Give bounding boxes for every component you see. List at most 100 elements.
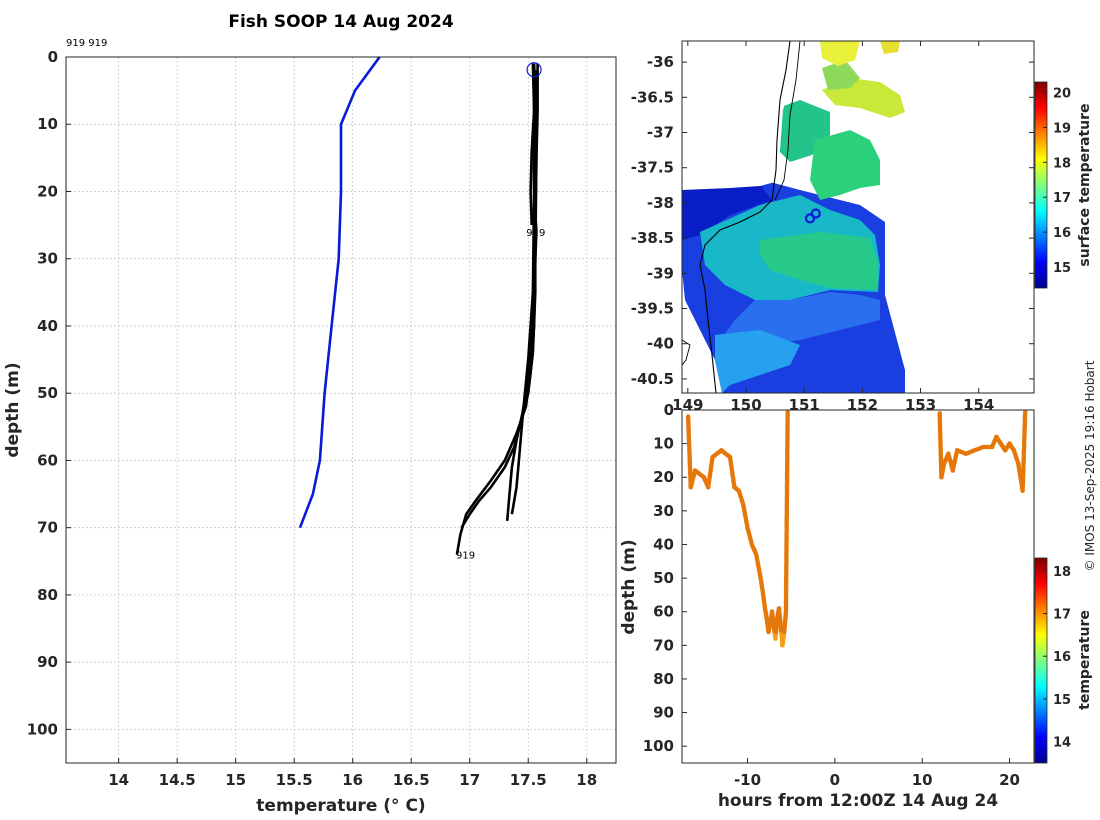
map-y-tick-label: -37.5 [631,159,674,177]
map-colorbar [1034,81,1048,289]
profile-x-axis: 14 14.5 15 15.5 16 16.5 17 17.5 18 [108,758,597,789]
sst-warmest [820,41,860,66]
timeseries-y-tick-label: 30 [653,502,674,520]
timeseries-y-axis: 0 10 20 30 40 50 60 70 80 90 100 [643,401,687,755]
map-y-tick-label: -36 [647,53,674,71]
chart-title: Fish SOOP 14 Aug 2024 [228,12,454,32]
map-markers [804,208,821,224]
profile-y-tick-label: 60 [37,451,58,469]
timeseries-colorbar-tick-label: 18 [1053,565,1071,580]
profile-station-label: 919 [456,551,475,562]
sst-map [682,41,1034,393]
map-x-tick-label: 149 [672,396,703,414]
map-x-tick-label: 154 [963,396,994,414]
profile-x-tick-label: 14.5 [159,771,196,789]
timeseries-point [785,410,790,415]
profile-y-tick-label: 70 [37,519,58,537]
profile-x-tick-label: 15.5 [276,771,313,789]
timeseries-y-tick-label: 10 [653,435,674,453]
profile-x-tick-label: 17 [459,771,480,789]
sst-north-patch-2 [810,130,880,200]
profile-annotations: 919 919 [456,228,545,562]
map-colorbar-tick-label: 15 [1053,261,1071,276]
timeseries-x-tick-label: -10 [734,771,761,789]
profile-y-axis: 0 10 20 30 40 50 60 70 80 90 100 [27,48,71,738]
top-station-label: 919 919 [66,38,107,49]
timeseries-y-tick-label: 0 [664,401,674,419]
land-mass [682,41,795,190]
profile-plot-area [298,57,542,555]
map-y-tick-label: -38.5 [631,229,674,247]
profile-y-tick-label: 50 [37,384,58,402]
timeseries-axes-frame [681,409,1035,764]
timeseries-colorbar-tick-label: 17 [1053,608,1071,623]
map-y-tick-label: -36.5 [631,88,674,106]
surface-marker [526,62,542,78]
profile-y-tick-label: 0 [48,48,58,66]
profile-y-tick-label: 20 [37,182,58,200]
sst-warmest-2 [880,41,900,54]
map-y-tick-label: -40 [647,335,674,353]
timeseries-x-axis: -10 0 10 20 [734,758,1020,789]
map-y-tick-label: -39.5 [631,300,674,318]
timeseries-colorbar-label: temperature [1077,610,1093,710]
timeseries-y-tick-label: 20 [653,468,674,486]
timeseries-y-label: depth (m) [619,539,639,634]
map-y-tick-label: -38 [647,194,674,212]
profile-x-tick-label: 16.5 [393,771,430,789]
map-colorbar-ticks: 20 19 18 17 16 15 [1043,86,1071,276]
sst-warm-north-2 [822,60,860,90]
map-colorbar-tick-label: 20 [1053,86,1071,101]
vessel-position-marker [810,208,821,219]
sst-light-patch [715,330,800,393]
profile-x-tick-label: 16 [342,771,363,789]
map-x-tick-label: 151 [789,396,820,414]
profile-x-tick-label: 17.5 [510,771,547,789]
profile-y-tick-label: 10 [37,115,58,133]
imos-credit: © IMOS 13-Sep-2025 19:16 Hobart [1083,360,1097,571]
profile-y-tick-label: 100 [27,720,58,738]
climatology-line [298,57,381,529]
sst-warm-patch [760,232,878,290]
profile-y-tick-label: 40 [37,317,58,335]
timeseries-colorbar-tick-label: 15 [1053,693,1071,708]
timeseries-colorbar-tick-label: 14 [1053,736,1071,751]
vessel-position-marker [804,213,816,224]
coastline [699,41,791,393]
profile-gridlines [66,56,616,763]
profile-y-label: depth (m) [3,362,23,457]
timeseries-y-tick-label: 100 [643,737,674,755]
map-x-tick-label: 153 [905,396,936,414]
timeseries-y-tick-label: 90 [653,704,674,722]
map-y-tick-label: -40.5 [631,370,674,388]
map-colorbar-tick-label: 19 [1053,121,1071,136]
timeseries-plot-area [685,410,1028,648]
profile-x-tick-label: 14 [108,771,129,789]
map-y-axis: -36 -36.5 -37 -37.5 -38 -38.5 -39 -39.5 -40 -40.5 [631,53,1034,388]
sst-very-cold-water [682,185,772,240]
map-x-tick-label: 152 [847,396,878,414]
profile-x-tick-label: 15 [225,771,246,789]
map-colorbar-label: surface temperature [1077,103,1093,266]
tasmania-coast [682,339,691,366]
timeseries-colorbar-ticks: 18 17 16 15 14 [1043,565,1071,751]
profile-station-label: 919 [526,228,545,239]
timeseries-x-tick-label: 20 [999,771,1020,789]
map-axes-frame [681,40,1035,394]
profile-line-2 [460,63,539,529]
profile-y-tick-label: 80 [37,586,58,604]
map-y-tick-label: -39 [647,264,674,282]
timeseries-x-tick-label: 10 [912,771,933,789]
map-x-tick-label: 150 [730,396,761,414]
profile-axes-frame [65,56,617,764]
map-colorbar-tick-label: 17 [1053,191,1071,206]
timeseries-point [1022,410,1028,415]
map-colorbar-tick-label: 18 [1053,156,1071,171]
timeseries-y-tick-label: 40 [653,535,674,553]
profile-y-tick-label: 30 [37,250,58,268]
map-colorbar-tick-label: 16 [1053,226,1071,241]
map-y-tick-label: -37 [647,124,674,142]
timeseries-y-tick-label: 80 [653,670,674,688]
timeseries-y-tick-label: 70 [653,636,674,654]
timeseries-x-label: hours from 12:00Z 14 Aug 24 [718,791,999,811]
